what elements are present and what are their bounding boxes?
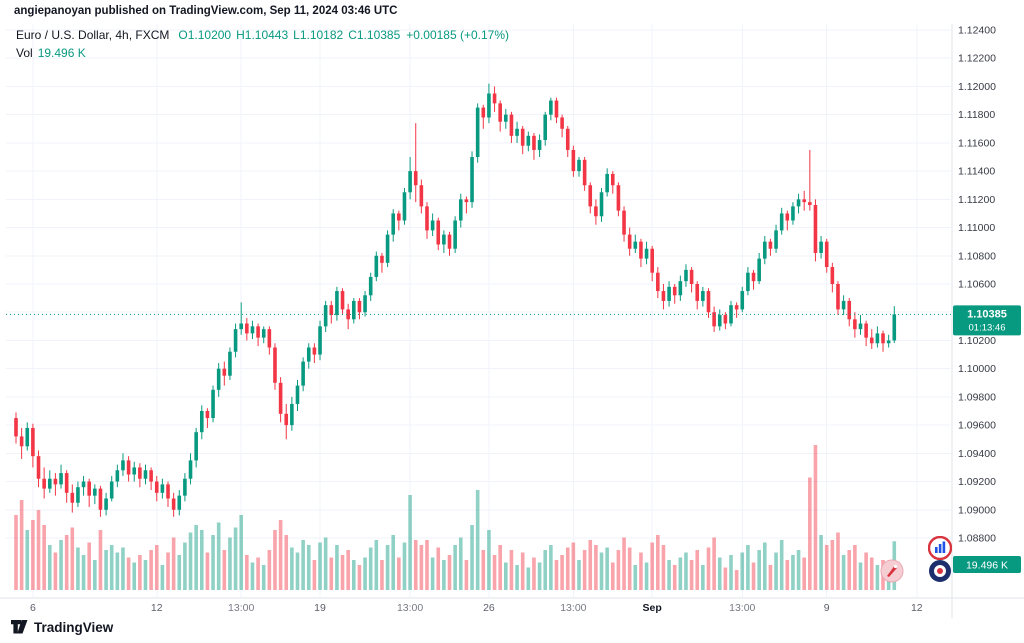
bar-chart-sticker-icon (927, 535, 953, 561)
time-axis-label[interactable]: 19 (314, 602, 326, 614)
ohlc-high: H1.10443 (236, 28, 289, 42)
price-axis-label[interactable]: 1.11200 (958, 194, 995, 206)
tradingview-brand-text: TradingView (34, 619, 114, 635)
price-axis-label[interactable]: 1.11400 (958, 166, 995, 178)
price-axis-label[interactable]: 1.10000 (958, 363, 996, 375)
rocket-sticker-icon (880, 559, 904, 583)
volume-tag (953, 556, 1021, 573)
legend-row-volume: Vol 19.496 K (16, 45, 509, 61)
bar-countdown: 01:13:46 (969, 322, 1006, 333)
time-axis-label[interactable]: 26 (483, 602, 495, 614)
time-axis-label[interactable]: 13:00 (560, 602, 586, 614)
current-price-value: 1.10385 (967, 308, 1007, 320)
time-axis-label[interactable]: 13:00 (397, 602, 423, 614)
ohlc-low: L1.10182 (293, 28, 344, 42)
volume-layer (14, 445, 897, 590)
price-axis-label[interactable]: 1.10800 (958, 250, 996, 262)
current-price-tag (953, 305, 1021, 336)
price-axis-label[interactable]: 1.12200 (958, 53, 996, 65)
ohlc-close: C1.10385 (348, 28, 401, 42)
price-axis-label[interactable]: 1.12400 (958, 25, 996, 37)
price-axis-label[interactable]: 1.09200 (958, 476, 996, 488)
time-axis-label[interactable]: 13:00 (729, 602, 755, 614)
time-axis-label[interactable]: 13:00 (228, 602, 254, 614)
target-sticker-icon (928, 559, 952, 583)
axis-tags-layer: 1.10385 01:13:46 19.496 K (953, 305, 1021, 573)
time-axis-label[interactable]: 12 (911, 602, 923, 614)
grid-vertical (32, 24, 918, 597)
time-axis-label[interactable]: 12 (151, 602, 163, 614)
attribution-text: angiepanoyan published on TradingView.co… (14, 5, 398, 17)
candles-layer (14, 83, 897, 517)
symbol-title[interactable]: Euro / U.S. Dollar, 4h, FXCM (16, 28, 170, 42)
price-axis-label[interactable]: 1.12000 (958, 81, 996, 93)
chart-legend: Euro / U.S. Dollar, 4h, FXCM O1.10200 H1.1… (16, 27, 509, 61)
time-axis-label[interactable]: Sep (643, 602, 662, 614)
price-axis-label[interactable]: 1.09800 (958, 391, 996, 403)
legend-row-main: Euro / U.S. Dollar, 4h, FXCM O1.10200 H1.1… (16, 27, 509, 43)
axes-layer: 1.12400 1.12200 1.12000 1.11800 1.11600 1.114… (0, 24, 1024, 618)
tradingview-logo-icon (10, 619, 29, 635)
price-axis-label[interactable]: 1.10200 (958, 335, 996, 347)
price-axis-label[interactable]: 1.11600 (958, 137, 995, 149)
grid-horizontal (6, 29, 951, 539)
volume-label: Vol (16, 46, 33, 60)
price-axis-label[interactable]: 1.09000 (958, 504, 996, 516)
price-axis-label[interactable]: 1.09400 (958, 448, 996, 460)
price-change: +0.00185 (+0.17%) (406, 28, 510, 42)
volume-tag-value: 19.496 K (966, 560, 1008, 572)
price-axis-label[interactable]: 1.11000 (958, 222, 995, 234)
price-axis-label[interactable]: 1.09600 (958, 420, 996, 432)
time-axis-label[interactable]: 9 (824, 602, 830, 614)
price-axis-label[interactable]: 1.11800 (958, 109, 995, 121)
price-axis-label[interactable]: 1.08800 (958, 533, 996, 545)
ohlc-open: O1.10200 (178, 28, 232, 42)
time-axis-label[interactable]: 6 (30, 602, 36, 614)
volume-value: 19.496 K (37, 46, 86, 60)
tradingview-branding[interactable]: TradingView (10, 619, 113, 635)
price-axis-label[interactable]: 1.10600 (958, 279, 996, 291)
